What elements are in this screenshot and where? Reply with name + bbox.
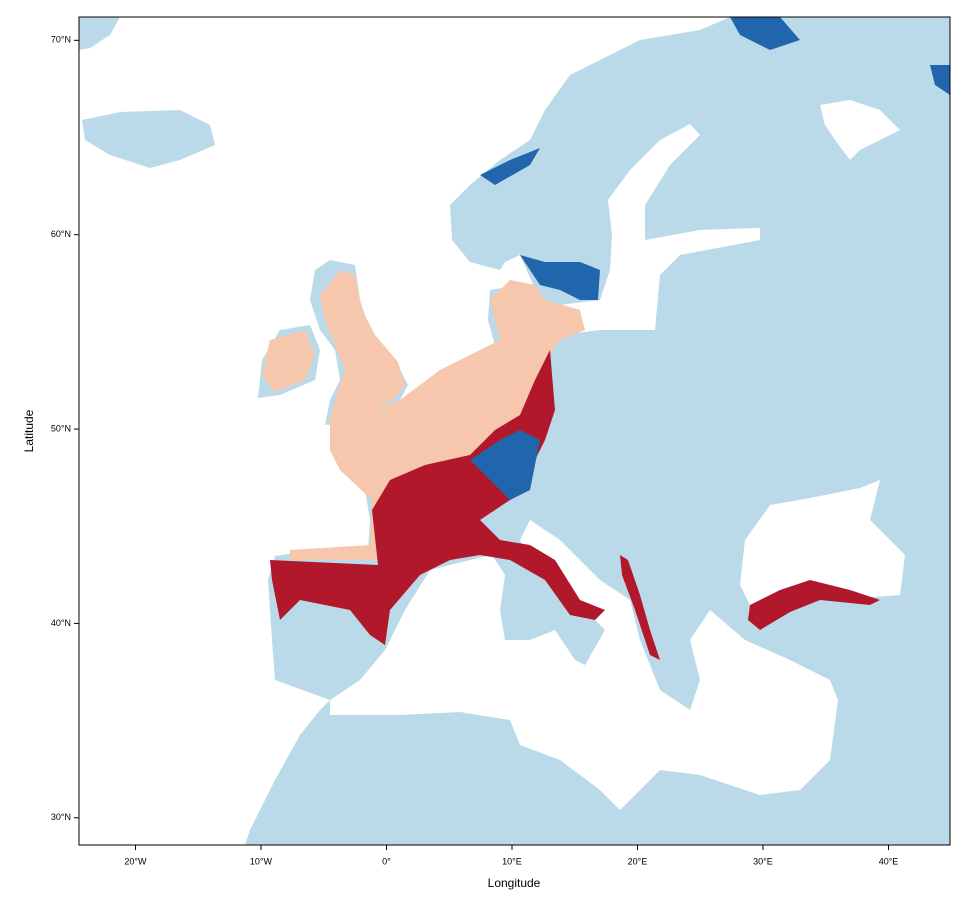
map-layer <box>79 17 950 845</box>
y-tick-label: 40°N <box>51 618 71 628</box>
x-tick-label: 10°E <box>502 856 522 866</box>
plot-frame <box>78 16 951 846</box>
white-sea <box>820 100 900 160</box>
suitability-high-east <box>620 555 880 660</box>
y-tick-label: 30°N <box>51 812 71 822</box>
x-tick-label: 40°E <box>879 856 899 866</box>
suitability-moderate-britain <box>262 270 405 425</box>
y-tick-label: 50°N <box>51 423 71 433</box>
x-axis-title: Longitude <box>488 876 541 890</box>
black-sea <box>740 480 905 605</box>
x-tick-label: 0° <box>382 856 391 866</box>
y-tick-label: 60°N <box>51 229 71 239</box>
suitability-low-north <box>470 17 950 500</box>
y-tick-label: 70°N <box>51 35 71 45</box>
mediterranean <box>330 520 838 810</box>
x-tick-label: 20°E <box>628 856 648 866</box>
x-tick-label: 30°E <box>753 856 773 866</box>
atlantic-north-sea-baltic <box>79 17 760 845</box>
iceland <box>82 110 215 168</box>
x-tick-label: 20°W <box>124 856 147 866</box>
suitability-high-central <box>270 350 605 645</box>
y-axis-title: Latitude <box>22 409 36 452</box>
suitability-moderate-west <box>290 280 585 560</box>
x-tick-label: 10°W <box>250 856 273 866</box>
greenland <box>79 17 120 50</box>
